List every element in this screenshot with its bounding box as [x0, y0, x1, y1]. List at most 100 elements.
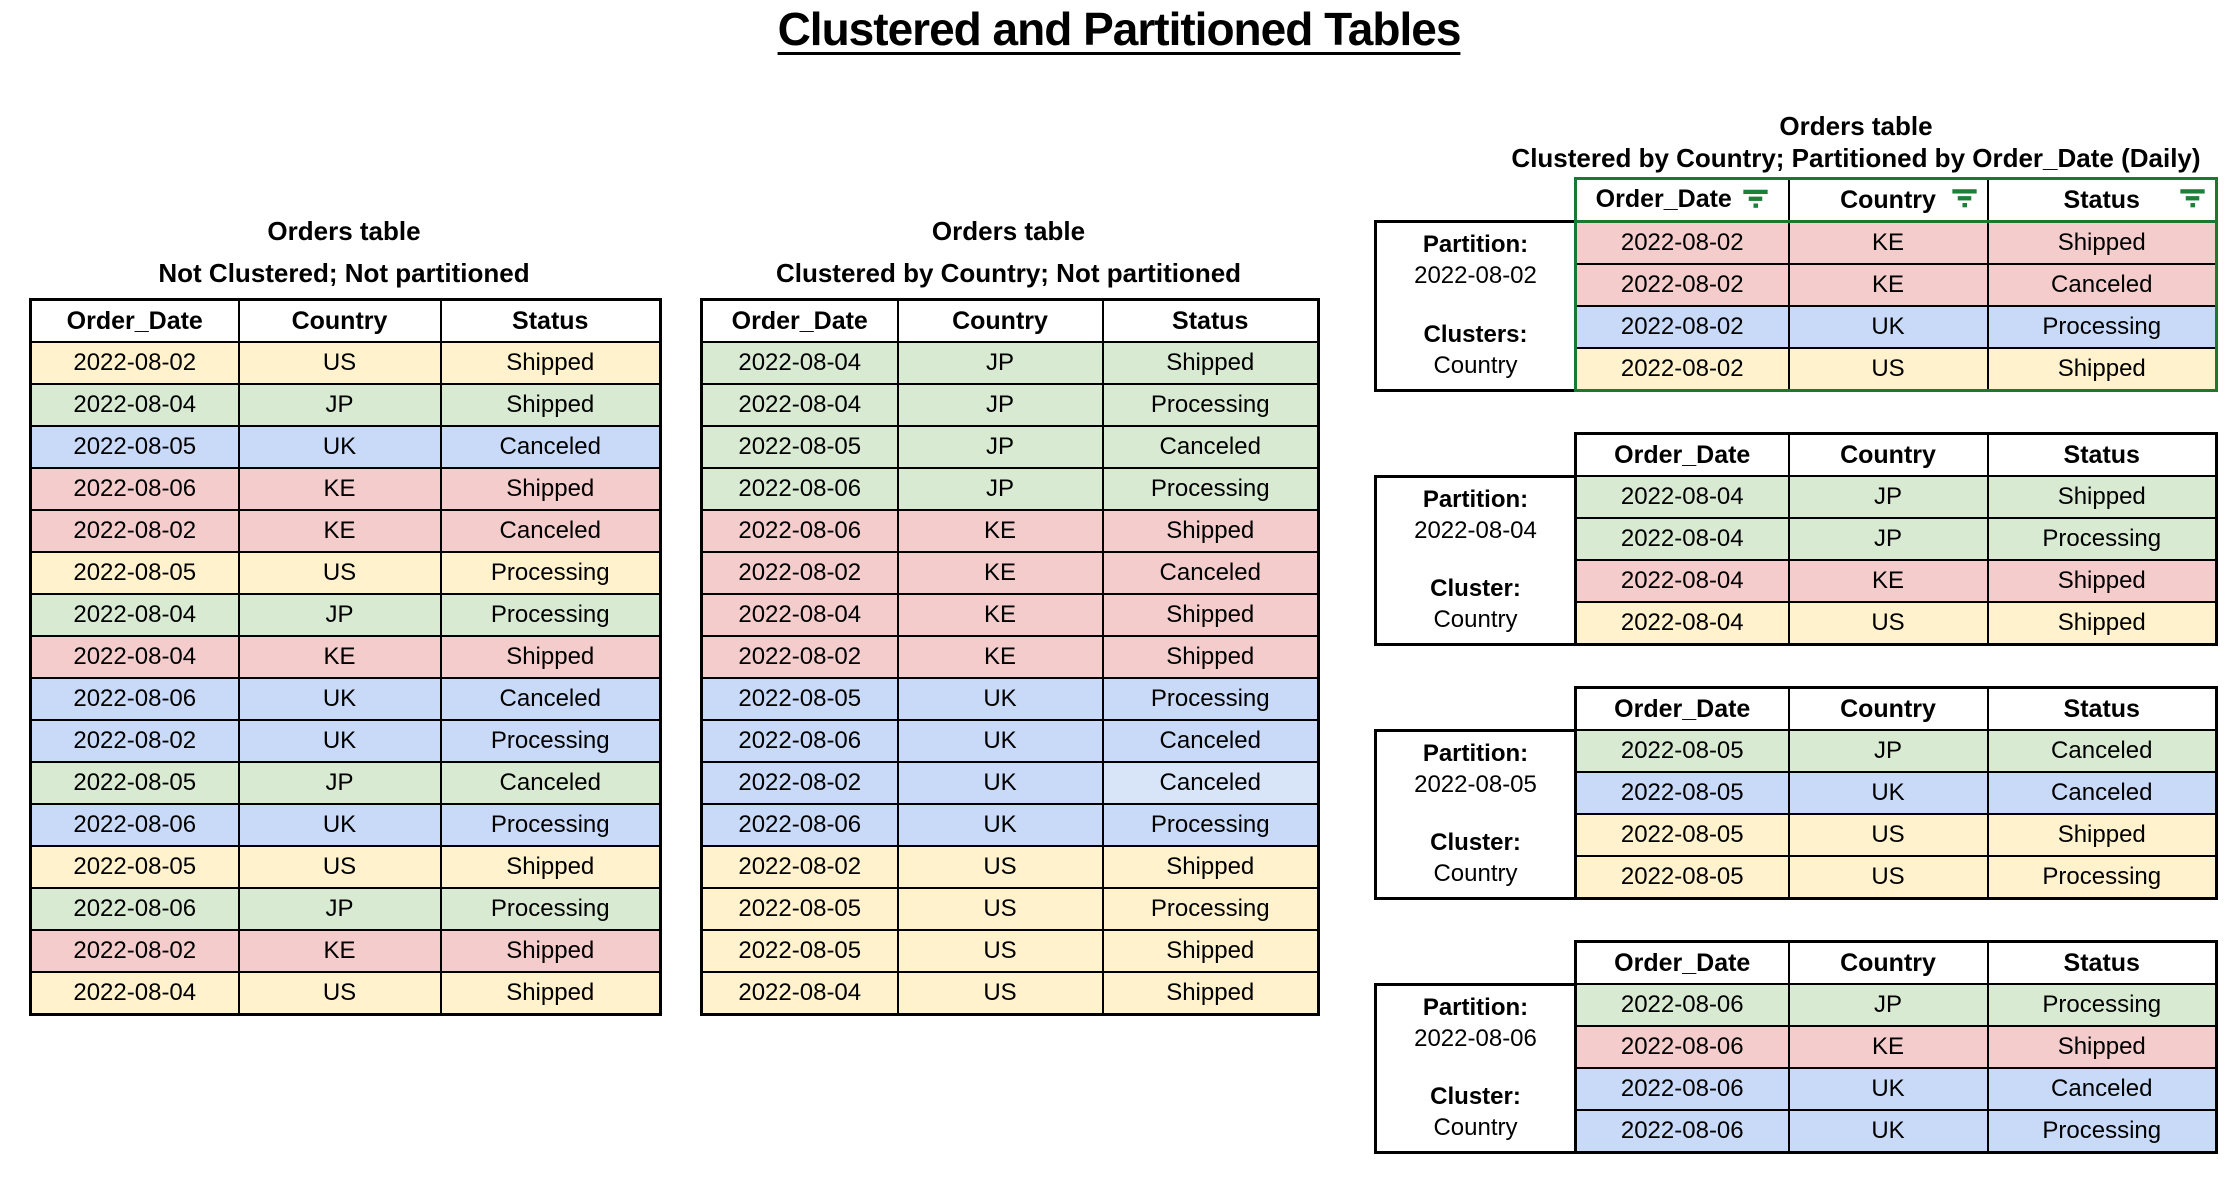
order-date-cell: 2022-08-06 — [700, 467, 899, 511]
partition-label: Partition: — [1377, 992, 1574, 1023]
filter-icon — [1951, 186, 1978, 215]
table-row: 2022-08-04 KE Shipped — [700, 593, 1320, 637]
order-date-cell: 2022-08-06 — [1574, 1025, 1790, 1069]
partition-label-text: Partition: — [1422, 486, 1529, 513]
column-header-label: Country — [291, 306, 388, 335]
country-cell: US — [1787, 855, 1989, 900]
section-subtitle: Clustered by Country; Partitioned by Ord… — [1511, 143, 2201, 173]
table-row: 2022-08-05 UK Canceled — [29, 425, 662, 469]
country-cell: KE — [1787, 263, 1989, 307]
status-cell: Canceled — [1101, 425, 1320, 469]
partition-value: 2022-08-04 — [1414, 517, 1537, 544]
page-title: Clustered and Partitioned Tables — [777, 3, 1462, 55]
order-date-cell: 2022-08-04 — [700, 593, 899, 637]
order-date-cell: 2022-08-06 — [29, 467, 240, 511]
partition-value: 2022-08-06 — [1414, 1025, 1537, 1052]
order-date-cell: 2022-08-06 — [29, 803, 240, 847]
filter-icon — [1742, 186, 1769, 215]
order-date-cell: 2022-08-02 — [700, 635, 899, 679]
country-cell: US — [237, 971, 442, 1016]
cluster-info: Cluster: Country — [1377, 827, 1574, 889]
status-cell: Shipped — [439, 341, 662, 385]
status-cell: Processing — [1101, 887, 1320, 931]
order-date-cell: 2022-08-04 — [1574, 559, 1790, 603]
partition-info: Partition: 2022-08-04 — [1377, 484, 1574, 546]
column-header-label: Country — [952, 306, 1048, 335]
header-row: Order_Date Country Status — [700, 298, 1320, 343]
status-cell: Shipped — [439, 845, 662, 889]
country-cell: JP — [237, 383, 442, 427]
status-cell: Shipped — [439, 971, 662, 1016]
column-header-label: Status — [512, 306, 589, 335]
table-row: 2022-08-02 UK Canceled — [700, 761, 1320, 805]
country-cell: JP — [896, 467, 1104, 511]
country-cell: KE — [896, 551, 1104, 595]
partition-label-box: Partition: 2022-08-04 Cluster: Country — [1374, 475, 1574, 646]
column-header-label: Status — [2063, 694, 2140, 723]
order-date-cell: 2022-08-02 — [29, 719, 240, 763]
column-header: Order_Date — [29, 298, 240, 343]
partition-label-box: Partition: 2022-08-06 Cluster: Country — [1374, 983, 1574, 1154]
status-cell: Shipped — [1986, 813, 2218, 857]
table-row: 2022-08-05 US Shipped — [29, 845, 662, 889]
table-row: 2022-08-02 US Shipped — [700, 845, 1320, 889]
orders-table-unclustered: Order_Date Country Status 2022-08-02 US Ship… — [29, 298, 662, 1016]
country-cell: KE — [1787, 1025, 1989, 1069]
order-date-cell: 2022-08-05 — [1574, 771, 1790, 815]
order-date-cell: 2022-08-04 — [1574, 601, 1790, 646]
header-row: Order_Date Country Status — [29, 298, 662, 343]
table-row: 2022-08-04 US Shipped — [1574, 601, 2218, 646]
status-cell: Processing — [439, 593, 662, 637]
order-date-cell: 2022-08-02 — [29, 509, 240, 553]
status-cell: Shipped — [1986, 475, 2218, 519]
column-header-label: Status — [2063, 948, 2140, 977]
country-cell: US — [237, 341, 442, 385]
partition-value: 2022-08-05 — [1414, 771, 1537, 798]
order-date-cell: 2022-08-05 — [29, 551, 240, 595]
order-date-cell: 2022-08-06 — [1574, 1109, 1790, 1154]
cluster-label-text: Cluster: — [1430, 829, 1521, 856]
country-cell: UK — [237, 425, 442, 469]
table-row: 2022-08-05 JP Canceled — [29, 761, 662, 805]
table-row: 2022-08-02 UK Processing — [1574, 305, 2218, 349]
order-date-cell: 2022-08-05 — [700, 929, 899, 973]
table-row: 2022-08-04 US Shipped — [29, 971, 662, 1016]
table-row: 2022-08-05 US Shipped — [700, 929, 1320, 973]
cluster-info: Cluster: Country — [1377, 573, 1574, 635]
country-cell: JP — [896, 341, 1104, 385]
status-cell: Shipped — [439, 929, 662, 973]
status-cell: Shipped — [1101, 593, 1320, 637]
column-header: Country — [1787, 177, 1989, 223]
status-cell: Shipped — [1986, 220, 2218, 265]
partition-groups: Partition: 2022-08-02 Clusters: Country Orde… — [1374, 177, 2238, 1154]
column-header: Order_Date — [1574, 432, 1790, 477]
column-header: Status — [1986, 177, 2218, 223]
status-cell: Processing — [1986, 1109, 2218, 1154]
cluster-label-text: Clusters: — [1423, 321, 1528, 348]
cluster-label: Clusters: — [1377, 319, 1574, 350]
status-cell: Shipped — [439, 467, 662, 511]
partition-label-text: Partition: — [1422, 994, 1529, 1021]
order-date-cell: 2022-08-05 — [29, 845, 240, 889]
country-cell: JP — [237, 761, 442, 805]
cluster-label-text: Cluster: — [1430, 1083, 1521, 1110]
table-row: 2022-08-04 JP Shipped — [29, 383, 662, 427]
header-row: Order_Date Country Status — [1574, 686, 2218, 731]
status-cell: Processing — [1986, 855, 2218, 900]
orders-table-clustered: Order_Date Country Status 2022-08-04 JP Ship… — [700, 298, 1320, 1016]
status-cell: Canceled — [439, 677, 662, 721]
partition-label-box: Partition: 2022-08-05 Cluster: Country — [1374, 729, 1574, 900]
status-cell: Canceled — [1986, 729, 2218, 773]
country-cell: US — [896, 929, 1104, 973]
table-row: 2022-08-06 JP Processing — [1574, 983, 2218, 1027]
status-cell: Canceled — [439, 761, 662, 805]
status-cell: Shipped — [1101, 635, 1320, 679]
column-header: Status — [439, 298, 662, 343]
table-row: 2022-08-02 KE Canceled — [700, 551, 1320, 595]
section-title: Orders table — [931, 216, 1086, 246]
partition-label-text: Partition: — [1422, 231, 1529, 258]
cluster-info: Cluster: Country — [1377, 1081, 1574, 1143]
status-cell: Processing — [1986, 517, 2218, 561]
order-date-cell: 2022-08-05 — [700, 425, 899, 469]
column-header: Country — [1787, 432, 1989, 477]
